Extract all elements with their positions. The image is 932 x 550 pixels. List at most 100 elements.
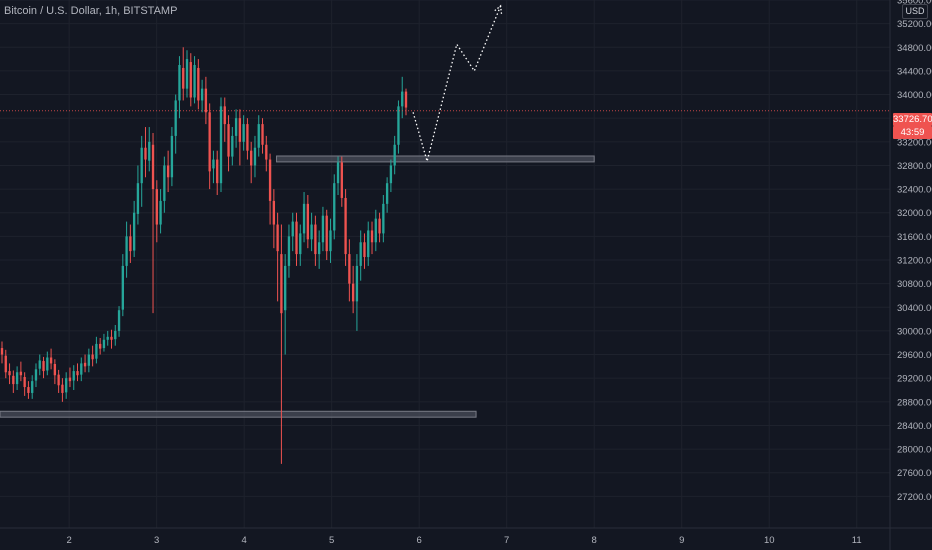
candle-body <box>314 224 317 255</box>
candle <box>12 370 15 393</box>
candle <box>185 50 189 98</box>
candle-body <box>284 265 287 311</box>
candle <box>144 127 147 178</box>
x-tick-label: 3 <box>154 535 159 546</box>
candle-body <box>325 215 328 252</box>
candle-body <box>197 67 200 101</box>
candle-body <box>38 360 41 369</box>
candle-body <box>385 183 389 204</box>
candle-body <box>261 124 264 145</box>
y-tick-label: 28400.00 <box>897 421 932 432</box>
candle <box>57 369 60 393</box>
candle-body <box>287 236 291 266</box>
candle <box>348 239 351 302</box>
candle-body <box>72 371 75 381</box>
candle-body <box>193 65 196 98</box>
candle <box>193 56 196 104</box>
candle-body <box>4 355 7 373</box>
candle-body <box>253 147 257 166</box>
candle-body <box>189 62 192 98</box>
candle <box>95 336 98 364</box>
candle-body <box>98 343 102 349</box>
candle <box>261 118 264 154</box>
y-tick-label: 32400.00 <box>897 185 932 196</box>
candle-body <box>310 224 313 240</box>
y-tick-label: 30800.00 <box>897 279 932 290</box>
candle <box>38 354 41 376</box>
y-tick-label: 30000.00 <box>897 326 932 337</box>
candle-body <box>95 343 98 359</box>
candle-body <box>12 375 15 385</box>
candle <box>170 127 174 187</box>
candle <box>182 47 185 101</box>
candle <box>299 224 302 266</box>
candle <box>280 224 283 464</box>
candle <box>189 53 192 107</box>
candle-body <box>125 236 128 266</box>
candle <box>378 212 381 243</box>
candle-body <box>268 159 272 201</box>
x-tick-label: 10 <box>764 535 775 546</box>
last-price-label: 33726.70 <box>893 113 932 126</box>
candle-body <box>159 200 162 225</box>
candle-body <box>148 141 151 161</box>
candle <box>98 338 102 355</box>
candle <box>148 127 151 172</box>
candle-body <box>174 100 177 136</box>
candle <box>155 180 158 243</box>
candle <box>204 76 208 125</box>
y-tick-label: 28000.00 <box>897 445 932 456</box>
candle <box>31 375 34 399</box>
y-tick-label: 33200.00 <box>897 137 932 148</box>
candle-body <box>106 336 109 340</box>
candle-body <box>374 218 377 243</box>
candle <box>359 230 362 281</box>
candle <box>314 215 317 266</box>
candle <box>231 127 234 166</box>
candle-body <box>216 159 219 184</box>
candle <box>34 363 38 388</box>
y-tick-label: 34800.00 <box>897 43 932 54</box>
candle-body <box>163 165 166 201</box>
candle-body <box>91 354 94 360</box>
candle-body <box>208 112 211 172</box>
candle <box>284 254 287 355</box>
candle <box>114 325 117 346</box>
y-tick-label: 27600.00 <box>897 468 932 479</box>
candles <box>0 47 408 464</box>
candle-body <box>102 339 106 349</box>
candle-body <box>370 230 374 243</box>
candle-body <box>68 377 72 382</box>
candle-body <box>382 203 385 234</box>
candle <box>265 135 268 172</box>
candle <box>125 221 128 278</box>
candle <box>351 265 355 314</box>
candle <box>382 195 385 243</box>
y-tick-label: 31600.00 <box>897 232 932 243</box>
candle <box>110 329 113 349</box>
y-tick-label: 35600.00 <box>897 0 932 7</box>
candle-body <box>306 203 310 240</box>
candle-body <box>155 189 158 225</box>
y-tick-label: 34400.00 <box>897 66 932 77</box>
candle-body <box>204 88 208 113</box>
candle <box>393 135 396 175</box>
candle-body <box>140 147 143 184</box>
candle-body <box>317 242 321 255</box>
candle-body <box>170 135 174 178</box>
candle-body <box>136 183 140 214</box>
candle <box>223 97 226 142</box>
candle-body <box>231 135 234 157</box>
candle-body <box>219 106 223 184</box>
candle-body <box>348 254 351 284</box>
candle-body <box>397 106 400 145</box>
candle-body <box>401 91 404 107</box>
candle-body <box>182 67 185 89</box>
candle <box>363 233 366 269</box>
currency-badge[interactable]: USD <box>902 4 928 19</box>
grid-lines <box>0 0 890 528</box>
candle <box>238 109 242 166</box>
candle <box>329 218 332 263</box>
x-tick-label: 11 <box>852 535 862 546</box>
